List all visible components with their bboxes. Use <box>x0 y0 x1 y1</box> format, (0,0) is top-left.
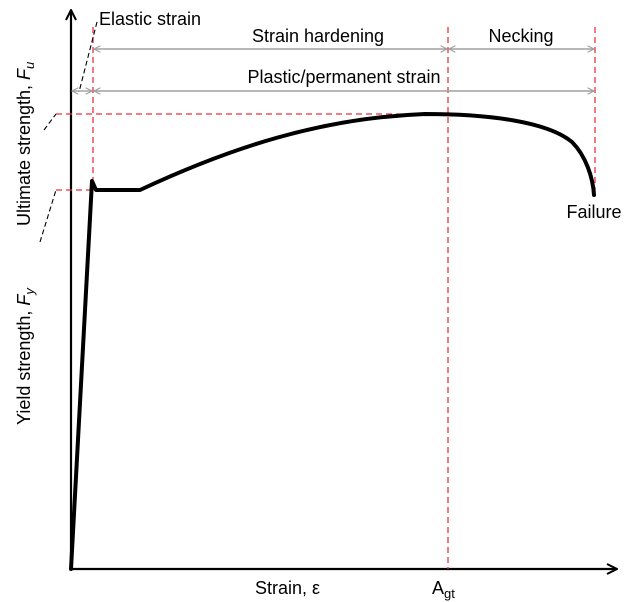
ultimate-strength-label: Ultimate strength, Fu <box>14 62 37 226</box>
necking-label: Necking <box>488 26 553 46</box>
ultimate-leader <box>43 113 57 131</box>
ultimate-strength-text: Ultimate strength, <box>14 80 34 226</box>
strain-hardening-label: Strain hardening <box>252 26 384 46</box>
leader-lines <box>39 21 98 243</box>
failure-label: Failure <box>566 202 621 222</box>
dimension-arrows <box>72 49 594 91</box>
yield-strength-label: Yield strength, Fy <box>14 287 37 425</box>
x-axis-label: Strain, ε <box>255 578 320 598</box>
guide-lines <box>56 27 596 569</box>
agt-subscript: gt <box>444 586 455 601</box>
ultimate-strength-subscript: u <box>22 62 37 69</box>
agt-label: Agt <box>432 578 455 601</box>
yield-strength-subscript: y <box>22 287 37 296</box>
stress-strain-curve <box>69 112 596 571</box>
agt-main: A <box>432 578 444 598</box>
yield-leader <box>39 189 57 243</box>
ultimate-strength-symbol: F <box>14 68 34 80</box>
yield-strength-text: Yield strength, <box>14 306 34 425</box>
plastic-strain-label: Plastic/permanent strain <box>247 67 440 87</box>
yield-strength-symbol: F <box>14 294 34 306</box>
elastic-strain-label: Elastic strain <box>99 9 201 29</box>
elastic-leader <box>78 21 98 93</box>
